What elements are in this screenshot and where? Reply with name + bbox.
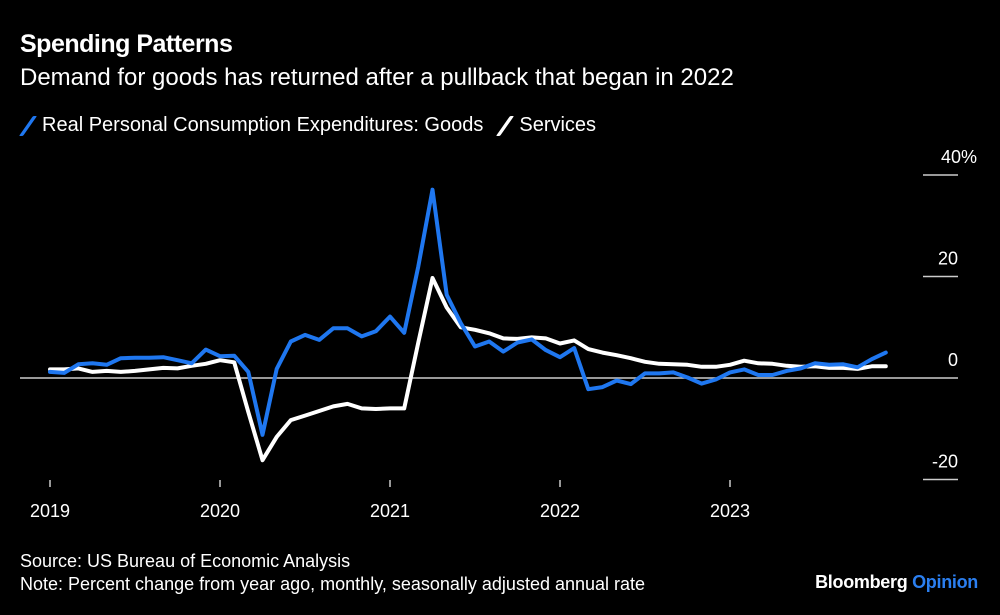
- series-line-goods: [48, 187, 888, 437]
- chart-title: Spending Patterns: [20, 30, 233, 58]
- y-tick-label: 40%: [941, 147, 977, 167]
- y-tick-label: -20: [932, 452, 958, 472]
- x-tick-label: 2019: [30, 501, 70, 521]
- logo-section: Opinion: [912, 572, 978, 592]
- chart-subtitle: Demand for goods has returned after a pu…: [20, 64, 734, 91]
- footnote: Note: Percent change from year ago, mont…: [20, 574, 646, 594]
- legend-label-goods: Real Personal Consumption Expenditures: …: [42, 114, 484, 136]
- legend-label-services: Services: [519, 114, 597, 136]
- x-tick-label: 2023: [710, 501, 750, 521]
- y-tick-label: 20: [938, 249, 958, 269]
- y-tick-label: 0: [948, 350, 958, 370]
- legend-item-services: Services: [496, 114, 597, 137]
- source-note: Source: US Bureau of Economic Analysis: [20, 551, 351, 571]
- x-tick-label: 2020: [200, 501, 240, 521]
- legend: Real Personal Consumption Expenditures: …: [18, 114, 610, 137]
- legend-item-goods: Real Personal Consumption Expenditures: …: [18, 114, 484, 137]
- series-line-services: [48, 276, 888, 463]
- x-tick-label: 2021: [370, 501, 410, 521]
- bloomberg-opinion-logo: Bloomberg Opinion: [815, 572, 978, 593]
- x-tick-label: 2022: [540, 501, 580, 521]
- logo-brand: Bloomberg: [815, 572, 908, 592]
